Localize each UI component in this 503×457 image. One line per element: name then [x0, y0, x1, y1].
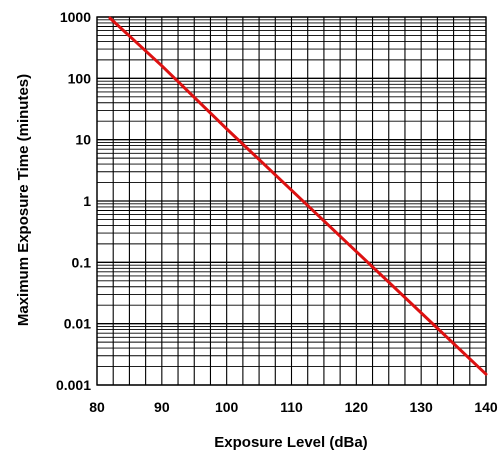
x-tick-label: 130	[409, 399, 433, 415]
y-tick-labels: 0.001 0.01 0.1 1 10 100 1000	[56, 9, 91, 393]
x-tick-label: 100	[215, 399, 239, 415]
series-layer	[108, 16, 488, 376]
y-tick-label: 1000	[60, 9, 91, 25]
y-tick-label: 0.1	[72, 254, 92, 270]
x-tick-label: 120	[345, 399, 369, 415]
series-line	[108, 16, 488, 376]
x-tick-label: 80	[89, 399, 105, 415]
x-tick-label: 90	[154, 399, 170, 415]
y-tick-label: 100	[68, 70, 92, 86]
x-axis-title: Exposure Level (dBa)	[214, 434, 367, 451]
y-tick-label: 0.001	[56, 377, 91, 393]
x-tick-labels: 80 90 100 110 120 130 140	[89, 399, 498, 415]
y-tick-label: 0.01	[64, 316, 91, 332]
y-tick-label: 1	[83, 193, 91, 209]
x-tick-label: 140	[474, 399, 498, 415]
x-tick-label: 110	[280, 399, 303, 415]
y-tick-label: 10	[75, 132, 91, 148]
plot-border	[96, 16, 487, 386]
major-gridlines	[96, 16, 487, 386]
y-axis-title: Maximum Exposure Time (minutes)	[15, 74, 32, 326]
